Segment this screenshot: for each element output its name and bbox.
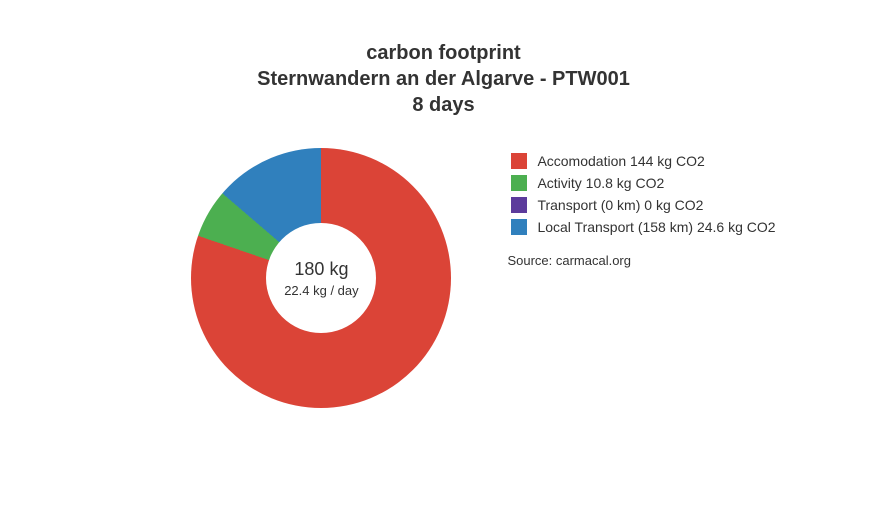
legend-swatch [511,175,527,191]
title-line-2: Sternwandern an der Algarve - PTW001 [0,66,887,92]
donut-center: 180 kg 22.4 kg / day [266,223,376,333]
legend-and-source: Accomodation 144 kg CO2 Activity 10.8 kg … [471,128,775,268]
legend-label: Accomodation 144 kg CO2 [537,153,704,169]
title-line-1: carbon footprint [0,40,887,66]
legend-swatch [511,219,527,235]
legend-item: Transport (0 km) 0 kg CO2 [511,197,775,213]
legend-label: Activity 10.8 kg CO2 [537,175,664,191]
carbon-footprint-chart: carbon footprint Sternwandern an der Alg… [0,0,887,507]
center-per-day: 22.4 kg / day [284,283,358,298]
chart-content-row: 180 kg 22.4 kg / day Accomodation 144 kg… [0,128,887,428]
legend-swatch [511,153,527,169]
chart-title: carbon footprint Sternwandern an der Alg… [0,0,887,118]
legend: Accomodation 144 kg CO2 Activity 10.8 kg … [511,153,775,235]
legend-item: Local Transport (158 km) 24.6 kg CO2 [511,219,775,235]
legend-item: Activity 10.8 kg CO2 [511,175,775,191]
title-line-3: 8 days [0,92,887,118]
legend-item: Accomodation 144 kg CO2 [511,153,775,169]
center-total: 180 kg [294,259,348,280]
legend-swatch [511,197,527,213]
legend-label: Local Transport (158 km) 24.6 kg CO2 [537,219,775,235]
legend-label: Transport (0 km) 0 kg CO2 [537,197,703,213]
donut-chart: 180 kg 22.4 kg / day [171,128,471,428]
source-text: Source: carmacal.org [507,253,775,268]
